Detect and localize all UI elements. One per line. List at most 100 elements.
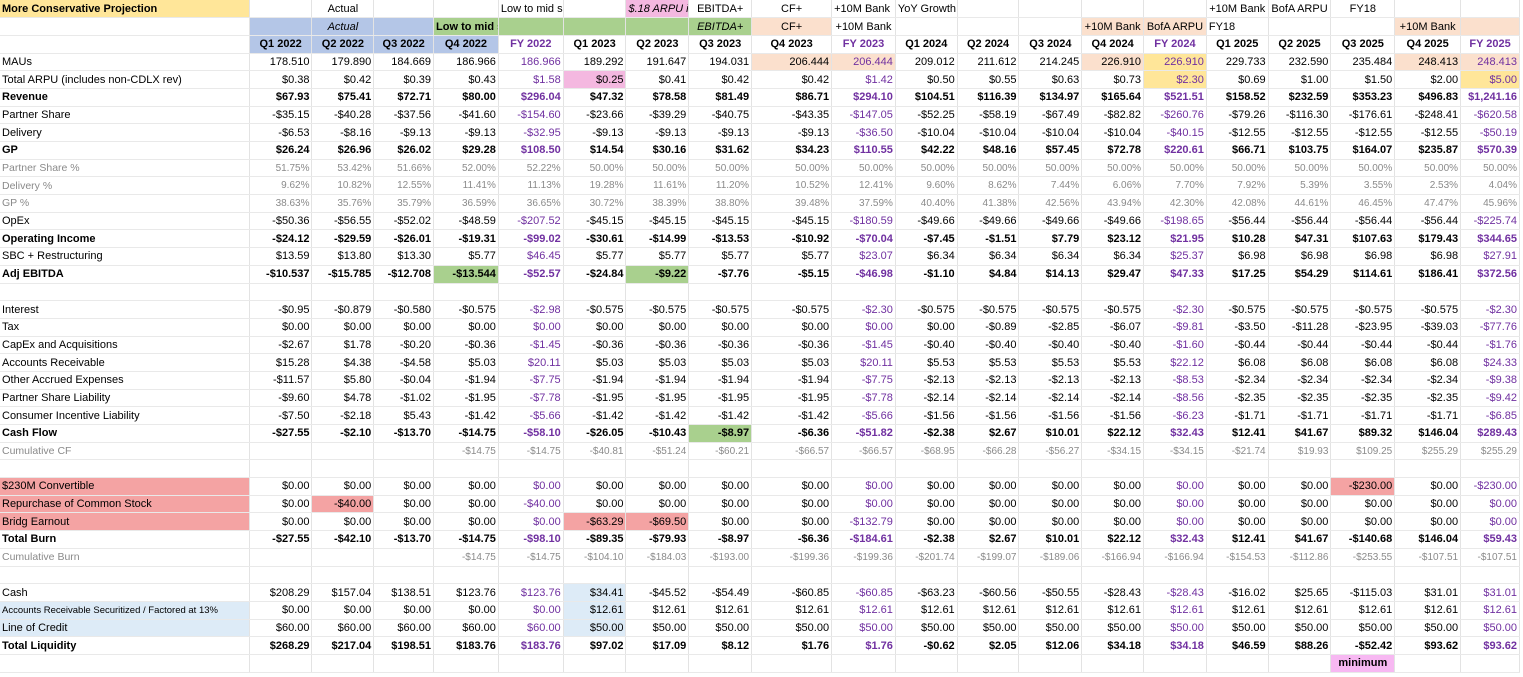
value-cell[interactable]: $50.00 <box>1081 619 1145 638</box>
value-cell[interactable]: $50.00 <box>688 619 753 638</box>
value-cell[interactable]: -$2.85 <box>1018 318 1083 337</box>
annotation-cell[interactable] <box>1460 0 1520 19</box>
value-cell[interactable]: $24.33 <box>1460 353 1520 372</box>
value-cell[interactable]: -$63.23 <box>895 583 958 602</box>
value-cell[interactable]: -$40.28 <box>311 106 375 125</box>
value-cell[interactable] <box>311 459 375 479</box>
value-cell[interactable]: $0.00 <box>1018 512 1083 532</box>
row-label[interactable] <box>0 459 250 479</box>
empty-cell[interactable] <box>373 654 435 673</box>
value-cell[interactable]: $12.61 <box>831 601 896 620</box>
column-header[interactable]: Q1 2025 <box>1206 34 1269 54</box>
value-cell[interactable]: -$2.18 <box>311 406 375 425</box>
value-cell[interactable]: $7.79 <box>1018 229 1083 249</box>
empty-cell[interactable] <box>625 654 690 673</box>
value-cell[interactable]: -$9.13 <box>563 123 627 142</box>
minimum-note[interactable]: minimum <box>1330 654 1396 673</box>
value-cell[interactable]: -$132.79 <box>831 512 896 532</box>
annotation-cell[interactable] <box>373 0 435 19</box>
value-cell[interactable]: -$26.01 <box>373 229 435 249</box>
value-cell[interactable]: $26.24 <box>249 141 313 160</box>
value-cell[interactable]: 8.62% <box>957 176 1020 196</box>
value-cell[interactable]: $217.04 <box>311 636 375 655</box>
value-cell[interactable]: -$620.58 <box>1460 106 1520 125</box>
value-cell[interactable]: $4.84 <box>957 264 1020 284</box>
annotation-cell[interactable] <box>1330 17 1396 36</box>
value-cell[interactable]: $50.00 <box>563 619 627 638</box>
value-cell[interactable]: 50.00% <box>1394 159 1462 178</box>
value-cell[interactable]: $0.00 <box>373 477 435 496</box>
value-cell[interactable]: $47.33 <box>1143 264 1207 284</box>
value-cell[interactable]: -$1.95 <box>751 389 833 408</box>
value-cell[interactable]: $0.00 <box>1394 512 1462 532</box>
value-cell[interactable]: -$9.13 <box>433 123 499 142</box>
value-cell[interactable]: -$58.10 <box>498 424 564 443</box>
value-cell[interactable]: $8.12 <box>688 636 753 655</box>
row-label[interactable]: GP <box>0 141 250 160</box>
value-cell[interactable]: $2.67 <box>957 424 1020 443</box>
column-header[interactable]: Q3 2024 <box>1018 34 1083 54</box>
value-cell[interactable]: $123.76 <box>433 583 499 602</box>
value-cell[interactable]: $0.00 <box>311 601 375 620</box>
value-cell[interactable] <box>1081 459 1145 479</box>
value-cell[interactable]: 50.00% <box>957 159 1020 178</box>
value-cell[interactable]: $22.12 <box>1081 424 1145 443</box>
value-cell[interactable]: $123.76 <box>498 583 564 602</box>
value-cell[interactable]: -$52.02 <box>373 212 435 231</box>
value-cell[interactable]: 7.44% <box>1018 176 1083 196</box>
value-cell[interactable] <box>751 566 833 585</box>
value-cell[interactable]: $46.59 <box>1206 636 1269 655</box>
annotation-cell[interactable]: +10M Bank <box>1394 17 1462 36</box>
value-cell[interactable]: $0.00 <box>1018 477 1083 496</box>
value-cell[interactable]: -$39.29 <box>625 106 690 125</box>
value-cell[interactable]: -$184.61 <box>831 530 896 549</box>
value-cell[interactable]: $0.00 <box>625 495 690 514</box>
value-cell[interactable]: -$98.10 <box>498 530 564 549</box>
value-cell[interactable]: $12.06 <box>1018 636 1083 655</box>
value-cell[interactable]: $0.00 <box>1018 495 1083 514</box>
value-cell[interactable]: $6.08 <box>1206 353 1269 372</box>
value-cell[interactable]: -$116.30 <box>1268 106 1332 125</box>
value-cell[interactable] <box>373 442 435 461</box>
value-cell[interactable]: -$2.34 <box>1394 371 1462 390</box>
value-cell[interactable]: -$10.537 <box>249 264 313 284</box>
value-cell[interactable]: -$0.04 <box>373 371 435 390</box>
value-cell[interactable]: $0.00 <box>831 495 896 514</box>
value-cell[interactable]: -$13.544 <box>433 264 499 284</box>
value-cell[interactable]: -$14.75 <box>433 424 499 443</box>
value-cell[interactable]: -$2.35 <box>1206 389 1269 408</box>
value-cell[interactable] <box>498 566 564 585</box>
value-cell[interactable]: -$5.66 <box>498 406 564 425</box>
column-header[interactable]: Q4 2023 <box>751 34 833 54</box>
corner-cell[interactable] <box>0 34 250 54</box>
value-cell[interactable] <box>1394 566 1462 585</box>
row-label[interactable]: Line of Credit <box>0 619 250 638</box>
value-cell[interactable]: $2.05 <box>957 636 1020 655</box>
value-cell[interactable]: -$60.56 <box>957 583 1020 602</box>
value-cell[interactable]: -$1.95 <box>625 389 690 408</box>
value-cell[interactable]: $0.00 <box>957 512 1020 532</box>
value-cell[interactable]: -$2.35 <box>1394 389 1462 408</box>
value-cell[interactable]: -$199.36 <box>751 548 833 567</box>
value-cell[interactable]: $34.41 <box>563 583 627 602</box>
empty-cell[interactable] <box>751 654 833 673</box>
value-cell[interactable]: 50.00% <box>1143 159 1207 178</box>
value-cell[interactable] <box>1018 459 1083 479</box>
value-cell[interactable]: $296.04 <box>498 87 564 107</box>
value-cell[interactable]: -$6.36 <box>751 424 833 443</box>
value-cell[interactable]: $1,241.16 <box>1460 87 1520 107</box>
value-cell[interactable]: -$1.71 <box>1268 406 1332 425</box>
value-cell[interactable]: $0.00 <box>751 477 833 496</box>
value-cell[interactable]: -$0.575 <box>751 300 833 319</box>
value-cell[interactable] <box>433 566 499 585</box>
value-cell[interactable]: $2.00 <box>1394 70 1462 89</box>
value-cell[interactable]: -$15.785 <box>311 264 375 284</box>
value-cell[interactable]: -$0.575 <box>563 300 627 319</box>
column-header[interactable]: Q1 2023 <box>563 34 627 54</box>
value-cell[interactable]: $5.77 <box>751 247 833 266</box>
value-cell[interactable]: $0.00 <box>1081 512 1145 532</box>
value-cell[interactable]: $0.00 <box>688 318 753 337</box>
value-cell[interactable]: $26.96 <box>311 141 375 160</box>
value-cell[interactable]: -$45.15 <box>625 212 690 231</box>
value-cell[interactable]: $15.28 <box>249 353 313 372</box>
